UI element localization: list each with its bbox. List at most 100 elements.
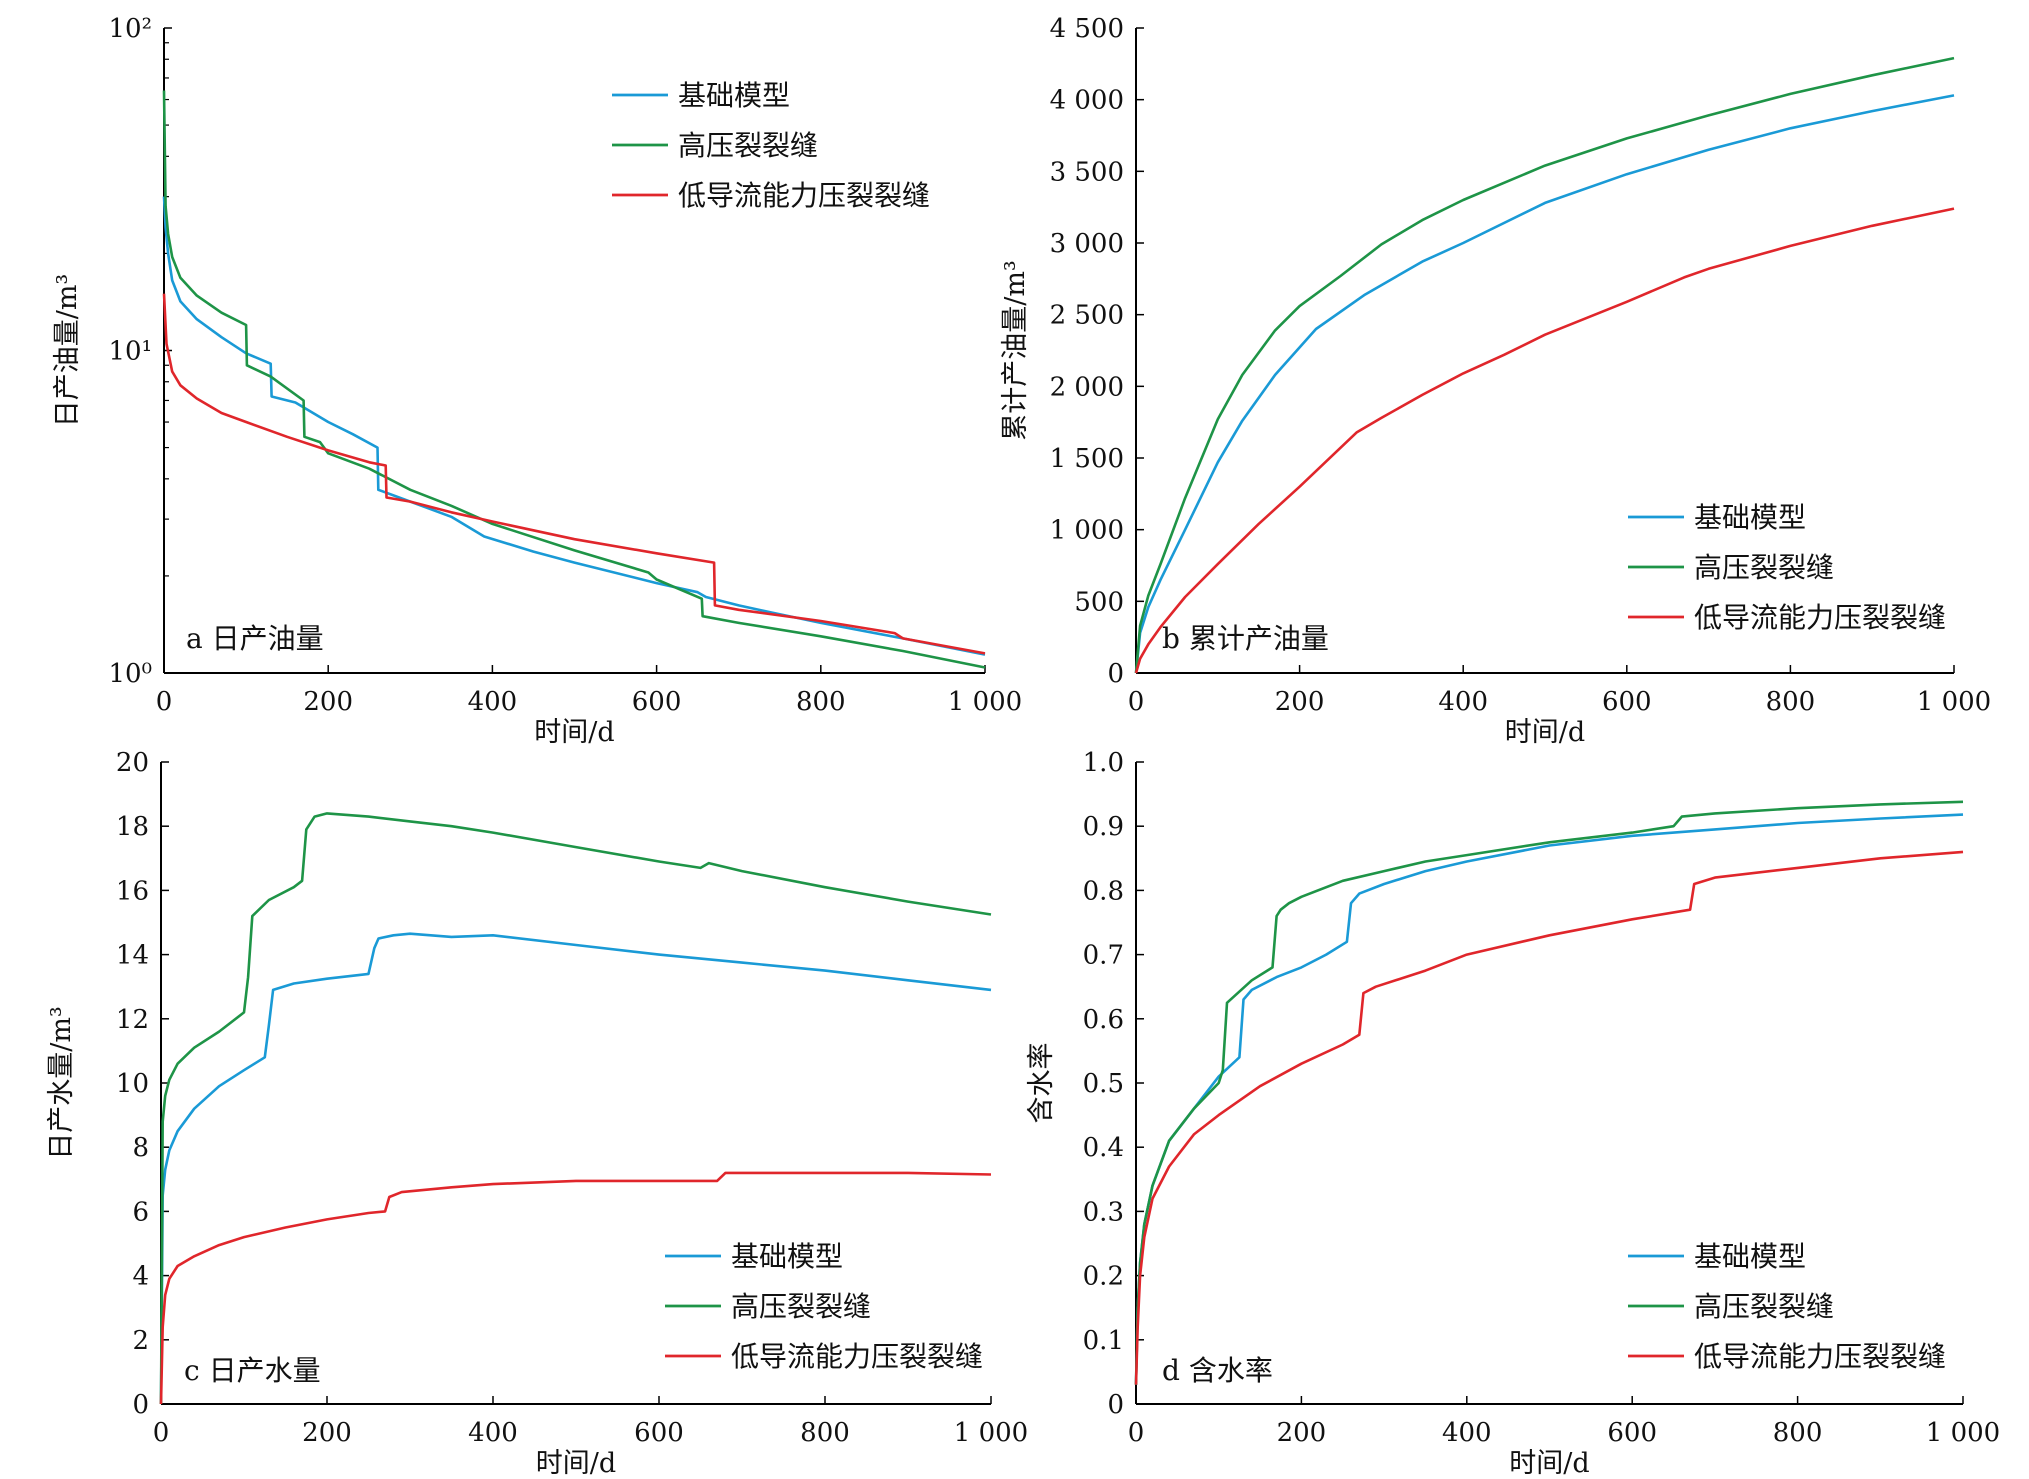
y-tick-label: 4 [132,1262,149,1292]
series-line-high-frac [159,812,992,1405]
y-tick-label: 1.0 [1083,748,1124,778]
y-tick-label: 0.5 [1083,1069,1124,1099]
legend-label-high-frac: 高压裂裂缝 [1694,551,1834,584]
legend-label-low-cond-frac: 低导流能力压裂裂缝 [1694,1340,1946,1373]
chart-panel-4: 0 200 400 600 800 1 000 0 0.1 0.2 0.3 0.4 0.5 0.6 0.7… [1026,748,2000,1479]
y-tick-label: 4 000 [1050,86,1124,116]
x-tick-label: 400 [1442,1418,1492,1448]
y-tick-label: 20 [116,748,149,778]
y-tick-label: 0 [132,1390,149,1420]
y-tick-label: 0 [1107,1390,1124,1420]
y-axis-title: 日产油量/m³ [52,274,83,428]
series-line-base-model [159,932,992,1405]
y-tick-label: 3 000 [1050,229,1124,259]
y-tick-label: 1 000 [1050,516,1124,546]
y-tick-label: 12 [116,1005,149,1035]
panel-label: a 日产油量 [186,622,324,655]
y-tick-label: 3 500 [1050,157,1124,187]
x-tick-label: 200 [302,1418,352,1448]
legend-label-base-model: 基础模型 [678,79,790,112]
y-tick-label: 10 [116,1069,149,1099]
series-line-base-model [1134,813,1964,1385]
y-tick-label: 0 [1107,659,1124,689]
y-tick-label: 8 [132,1133,149,1163]
y-tick-label: 500 [1074,587,1124,617]
legend-label-high-frac: 高压裂裂缝 [731,1290,871,1323]
y-axis-title: 累计产油量/m³ [1000,260,1031,441]
series-line-low-cond-frac [162,293,986,655]
y-tick-label: 0.1 [1083,1326,1124,1356]
y-tick-label: 0.8 [1083,876,1124,906]
legend-label-low-cond-frac: 低导流能力压裂裂缝 [731,1340,983,1373]
x-axis-title: 时间/d [536,1448,616,1479]
y-tick-label: 2 500 [1050,301,1124,331]
y-tick-label: 14 [116,941,149,971]
x-tick-label: 400 [1438,687,1488,717]
x-tick-label: 1 000 [1917,687,1991,717]
x-axis-title: 时间/d [1509,1448,1589,1479]
series-line-low-cond-frac [159,1171,992,1405]
y-tick-label: 2 000 [1050,372,1124,402]
x-tick-label: 1 000 [1926,1418,2000,1448]
legend-label-base-model: 基础模型 [731,1240,843,1273]
series-line-low-cond-frac [1134,207,1955,674]
y-tick-label: 1 500 [1050,444,1124,474]
x-tick-label: 800 [1773,1418,1823,1448]
x-tick-label: 0 [156,687,173,717]
x-tick-label: 200 [1277,1418,1327,1448]
chart-panel-2: 0 200 400 600 800 1 000 0 500 1 000 1 500 2 000 2 5… [1000,14,1991,748]
legend-label-base-model: 基础模型 [1694,1240,1806,1273]
legend-label-high-frac: 高压裂裂缝 [678,129,818,162]
x-tick-label: 400 [468,1418,518,1448]
panel-label: c 日产水量 [184,1354,321,1387]
x-tick-label: 800 [800,1418,850,1448]
x-tick-label: 600 [1607,1418,1657,1448]
panel-label: b 累计产油量 [1162,622,1329,655]
chart-panel-3: 0 200 400 600 800 1 000 0 2 4 6 8 10 12 14 16 18 20 时间/d 日… [46,748,1028,1479]
legend-label-low-cond-frac: 低导流能力压裂裂缝 [678,179,930,212]
y-tick-label: 6 [132,1197,149,1227]
x-tick-label: 0 [1128,687,1145,717]
y-tick-label: 0.2 [1083,1262,1124,1292]
series-line-high-frac [162,90,986,669]
y-axis-title: 日产水量/m³ [46,1006,77,1160]
chart-panel-1: 0 200 400 600 800 1 000 10⁰ 10¹ 10² 时间/d 日产油量/m³ 基础… [52,14,1022,748]
y-tick-label: 10¹ [108,337,152,367]
y-tick-label: 18 [116,812,149,842]
legend-label-base-model: 基础模型 [1694,501,1806,534]
x-tick-label: 600 [1602,687,1652,717]
x-tick-label: 200 [303,687,353,717]
y-tick-label: 0.9 [1083,812,1124,842]
series-line-high-frac [1134,800,1964,1385]
y-axis-title: 含水率 [1026,1043,1057,1124]
legend-label-high-frac: 高压裂裂缝 [1694,1290,1834,1323]
x-tick-label: 1 000 [948,687,1022,717]
x-tick-label: 400 [468,687,518,717]
x-tick-label: 0 [1128,1418,1145,1448]
x-tick-label: 0 [153,1418,170,1448]
y-tick-label: 0.3 [1083,1197,1124,1227]
series-line-high-frac [1134,56,1955,674]
x-tick-label: 600 [632,687,682,717]
y-tick-label: 0.7 [1083,941,1124,971]
x-tick-label: 800 [1766,687,1816,717]
x-tick-label: 1 000 [954,1418,1028,1448]
y-tick-label: 16 [116,876,149,906]
series-line-base-model [162,196,986,656]
panel-label: d 含水率 [1162,1354,1273,1387]
y-tick-label: 10⁰ [108,659,152,689]
y-tick-label: 10² [108,14,152,44]
x-tick-label: 800 [796,687,846,717]
series-line-low-cond-frac [1134,850,1964,1385]
y-tick-label: 4 500 [1050,14,1124,44]
y-tick-label: 0.6 [1083,1005,1124,1035]
series-line-base-model [1134,94,1955,674]
x-tick-label: 200 [1275,687,1325,717]
y-tick-label: 0.4 [1083,1133,1124,1163]
x-tick-label: 600 [634,1418,684,1448]
